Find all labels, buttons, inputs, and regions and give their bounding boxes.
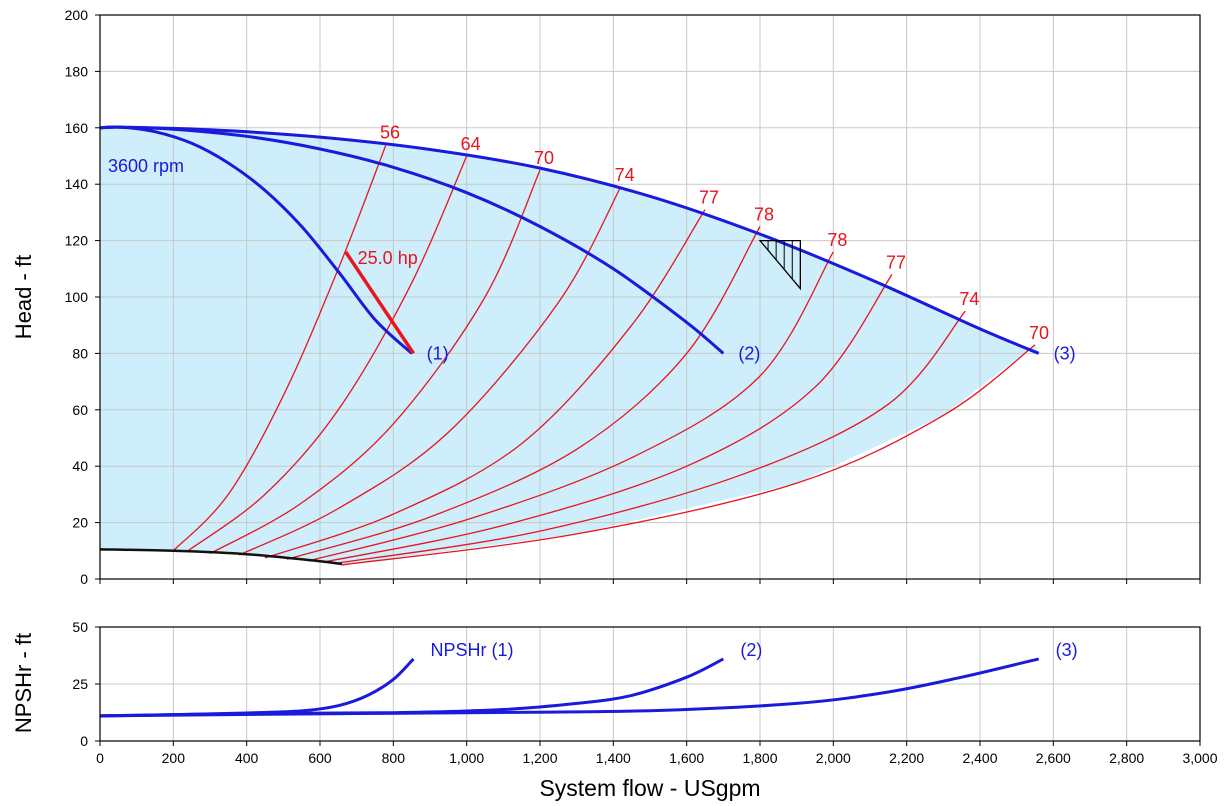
x-tick-label: 800 <box>382 750 406 766</box>
npshr-curve-1 <box>99 657 415 718</box>
head-y-tick-label: 120 <box>65 233 89 249</box>
x-tick-label: 600 <box>308 750 332 766</box>
efficiency-label-74: 74 <box>615 165 635 185</box>
x-tick-label: 1,600 <box>669 750 704 766</box>
efficiency-label-74: 74 <box>959 289 979 309</box>
efficiency-curve-78 <box>308 251 834 562</box>
npsh-y-tick-label: 50 <box>72 619 88 635</box>
npsh-y-tick-label: 25 <box>72 676 88 692</box>
head-axis-label: Head - ft <box>11 255 36 339</box>
efficiency-label-78: 78 <box>754 205 774 225</box>
head-y-tick-label: 60 <box>72 402 88 418</box>
head-y-tick-label: 40 <box>72 458 88 474</box>
head-y-tick-label: 0 <box>80 571 88 587</box>
x-tick-label: 0 <box>96 750 104 766</box>
x-tick-label: 3,000 <box>1182 750 1217 766</box>
x-axis-label: System flow - USgpm <box>539 775 760 801</box>
head-curve-label-1: (1) <box>427 343 449 363</box>
x-tick-label: 2,000 <box>816 750 851 766</box>
efficiency-label-64: 64 <box>461 134 481 154</box>
head-y-tick-label: 80 <box>72 345 88 361</box>
system-bottom-curve <box>99 548 343 566</box>
x-tick-label: 1,000 <box>449 750 484 766</box>
efficiency-label-70: 70 <box>1029 323 1049 343</box>
head-curve-3 <box>99 125 1040 355</box>
head-y-tick-label: 200 <box>65 7 89 23</box>
efficiency-label-77: 77 <box>699 188 719 208</box>
npshr-curve-2 <box>99 657 724 718</box>
npshr-curve-3 <box>99 657 1040 718</box>
efficiency-curve-56 <box>172 144 387 552</box>
x-tick-label: 2,400 <box>962 750 997 766</box>
head-y-tick-label: 20 <box>72 515 88 531</box>
npshr-plot: 0 200 400 600 800 1,000 1,200 1,400 1,600 1,800 2,… <box>72 619 1217 766</box>
x-tick-label: 2,800 <box>1109 750 1144 766</box>
efficiency-curve-77 <box>323 274 893 563</box>
efficiency-label-77: 77 <box>886 252 906 272</box>
head-plot: 0 20 40 60 80 100 120 140 160 180 200 56 64 70 74 77 78 7… <box>65 7 1201 587</box>
x-tick-label: 1,400 <box>596 750 631 766</box>
efficiency-curve-74 <box>334 310 966 565</box>
x-tick-label: 1,200 <box>522 750 557 766</box>
npshr-curve-label-3: (3) <box>1056 640 1078 660</box>
x-tick-label: 2,200 <box>889 750 924 766</box>
operating-region-fill <box>100 127 1039 565</box>
efficiency-curve-64 <box>187 155 468 552</box>
npsh-y-tick-label: 0 <box>80 733 88 749</box>
head-curve-label-2: (2) <box>738 343 760 363</box>
efficiency-curve-74 <box>239 186 622 556</box>
efficiency-label-78: 78 <box>827 230 847 250</box>
x-tick-label: 400 <box>235 750 259 766</box>
x-tick-label: 1,800 <box>742 750 777 766</box>
efficiency-curve-77 <box>264 209 706 559</box>
x-tick-label: 200 <box>162 750 186 766</box>
head-curve-label-3: (3) <box>1054 343 1076 363</box>
speed-label: 3600 rpm <box>108 156 184 176</box>
npsh-plot-frame <box>99 626 1201 742</box>
efficiency-curve-70 <box>341 344 1036 566</box>
power-label: 25.0 hp <box>358 248 418 268</box>
x-tick-label: 2,600 <box>1036 750 1071 766</box>
efficiency-curve-70 <box>209 169 541 555</box>
head-y-tick-label: 140 <box>65 176 89 192</box>
npshr-curve-label-2: (2) <box>740 640 762 660</box>
efficiency-curve-78 <box>286 226 761 560</box>
head-y-tick-label: 160 <box>65 120 89 136</box>
bep-marker <box>758 239 801 291</box>
efficiency-label-70: 70 <box>534 148 554 168</box>
power-limit-line <box>344 250 415 355</box>
head-y-tick-label: 180 <box>65 63 89 79</box>
head-plot-frame <box>99 14 1201 580</box>
efficiency-label-56: 56 <box>380 123 400 143</box>
npshr-curve-label-1: NPSHr (1) <box>431 640 514 660</box>
head-y-tick-label: 100 <box>65 289 89 305</box>
npshr-axis-label: NPSHr - ft <box>11 633 36 733</box>
